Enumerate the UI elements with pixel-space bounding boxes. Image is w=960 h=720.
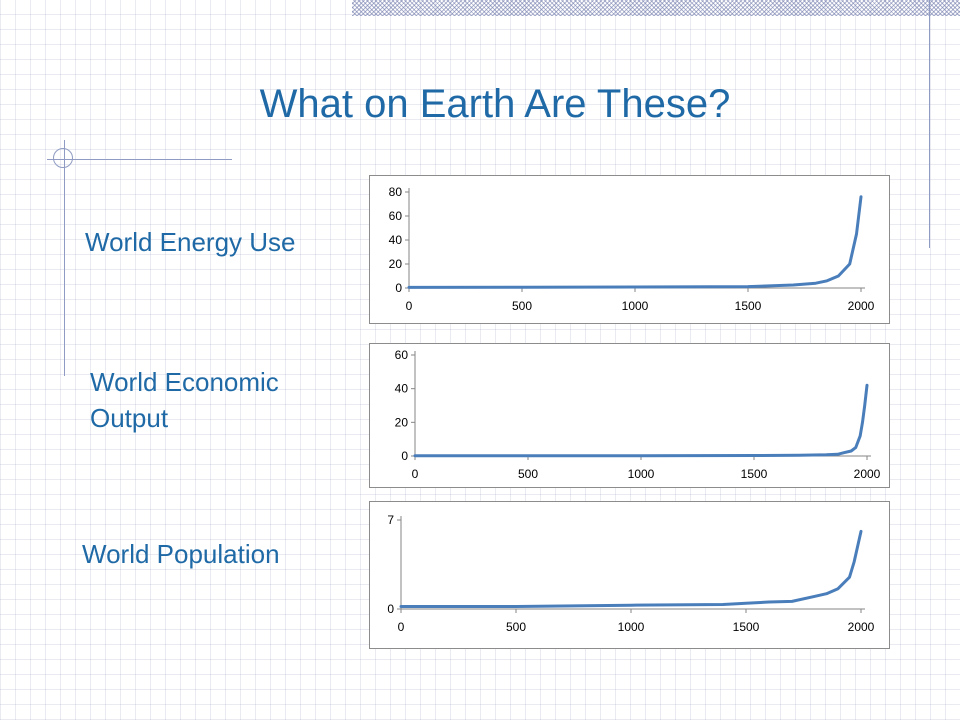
chart-economic: 0 20 40 60 0 500 1000 1500 2000: [369, 343, 890, 488]
population-series-line: [399, 529, 863, 608]
label-economic-line1: World Economic: [90, 367, 279, 397]
chart-energy: 0 20 40 60 80 0 500 1000 1500 2000: [369, 175, 890, 324]
chart-population-svg: 0 7 0 500 1000 1500 2000: [387, 513, 875, 634]
bullet-ring-decor: [53, 148, 73, 168]
corner-pattern: [352, 0, 960, 16]
energy-series-line: [407, 195, 863, 289]
economic-x-tick-label: 500: [518, 467, 538, 481]
population-x-tick-label: 500: [506, 620, 526, 634]
label-energy-text: World Energy Use: [85, 227, 296, 257]
population-x-tick-label: 1500: [733, 620, 760, 634]
energy-y-tick-label: 0: [395, 281, 402, 295]
decor-line-right: [929, 0, 930, 248]
chart-energy-svg: 0 20 40 60 80 0 500 1000 1500 2000: [389, 185, 875, 313]
energy-y-tick-label: 60: [389, 209, 403, 223]
population-x-tick-label: 2000: [848, 620, 875, 634]
population-x-tick-label: 1000: [618, 620, 645, 634]
energy-x-tick-label: 500: [512, 299, 532, 313]
energy-y-tick-label: 80: [389, 185, 403, 199]
energy-x-tick-label: 1500: [735, 299, 762, 313]
label-economic: World Economic Output: [90, 364, 279, 436]
decor-line-top: [47, 159, 232, 160]
economic-x-tick-label: 1000: [628, 467, 655, 481]
energy-y-tick-label: 40: [389, 233, 403, 247]
energy-x-tick-label: 2000: [848, 299, 875, 313]
decor-line-left: [64, 140, 65, 376]
population-y-tick-label: 0: [387, 602, 394, 616]
economic-x-tick-label: 0: [412, 467, 419, 481]
chart-economic-svg: 0 20 40 60 0 500 1000 1500 2000: [395, 348, 881, 481]
economic-x-tick-label: 2000: [854, 467, 881, 481]
energy-y-tick-label: 20: [389, 257, 403, 271]
energy-x-tick-label: 1000: [622, 299, 649, 313]
economic-y-tick-label: 20: [395, 415, 409, 429]
population-y-tick-label: 7: [387, 513, 394, 527]
economic-series-line: [413, 383, 869, 458]
label-population-text: World Population: [82, 539, 280, 569]
energy-x-tick-label: 0: [406, 299, 413, 313]
label-economic-line2: Output: [90, 403, 169, 433]
slide-title: What on Earth Are These?: [259, 82, 731, 126]
population-x-tick-label: 0: [398, 620, 405, 634]
economic-y-tick-label: 40: [395, 382, 409, 396]
economic-y-tick-label: 60: [395, 348, 409, 362]
chart-population: 0 7 0 500 1000 1500 2000: [369, 501, 890, 649]
economic-x-tick-label: 1500: [741, 467, 768, 481]
label-energy: World Energy Use: [85, 224, 296, 260]
economic-y-tick-label: 0: [401, 449, 408, 463]
label-population: World Population: [82, 536, 280, 572]
